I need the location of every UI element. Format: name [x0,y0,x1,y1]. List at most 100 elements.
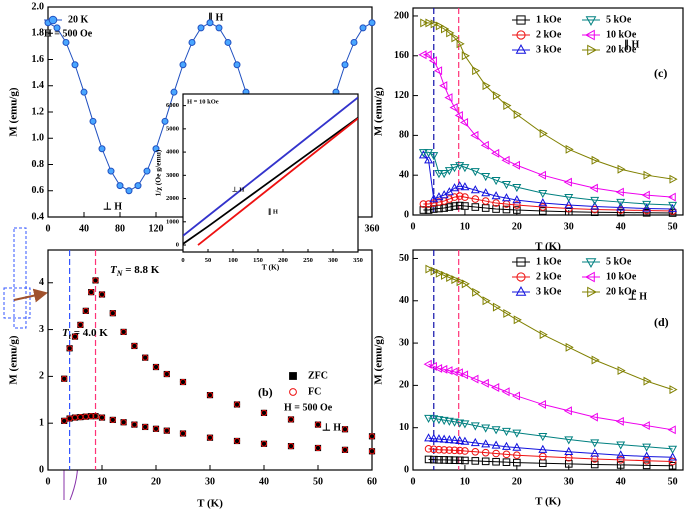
marker [590,196,600,206]
marker [434,434,444,443]
x-tick-label: 40 [259,476,269,487]
marker [423,50,432,60]
marker [98,291,106,298]
marker [461,279,470,289]
marker [461,456,469,465]
marker [350,38,358,46]
x-tick-label: 200 [278,257,288,264]
annotation: (d) [654,315,669,329]
marker [368,448,376,455]
y-tick-label: 20 [399,380,409,391]
y-axis-title: 1/χ (Oe g/emu) [154,149,163,196]
legend-note: H = 500 Oe [284,402,333,413]
plot-area [68,250,97,470]
x-tick-label: 20 [512,476,522,487]
legend-marker [585,29,595,41]
marker [61,417,68,424]
marker [450,202,459,210]
y-tick-label: 160 [394,50,409,61]
annotation: ⊥ H [628,291,647,302]
marker [287,443,295,450]
marker [424,433,434,442]
x-tick-label: 50 [668,221,678,232]
annotation-sub: N [116,269,124,278]
marker [455,192,464,200]
marker [433,66,443,76]
marker [142,423,149,431]
y-tick-label: 80 [399,130,409,141]
marker [435,268,444,278]
marker [470,185,480,194]
legend-label: 2 kOe [536,271,562,282]
marker [445,195,454,203]
x-tick-label: 30 [564,476,574,487]
legend-marker [516,272,526,282]
marker [82,307,89,314]
x-tick-label: 80 [115,223,125,234]
marker [341,61,349,69]
marker [439,170,449,179]
marker [491,177,501,186]
marker [179,61,187,69]
marker [131,421,138,428]
marker [341,446,349,453]
marker [62,38,70,46]
marker [480,140,489,150]
marker [98,145,106,153]
marker [418,150,428,159]
marker [454,368,463,378]
x-axis-title: T (K) [535,496,561,508]
marker [538,433,548,442]
marker [539,203,547,211]
marker [88,413,95,420]
marker [233,61,241,69]
marker [481,439,491,448]
marker [314,444,322,452]
marker [233,437,241,445]
x-tick-label: 350 [353,257,363,264]
marker [513,451,521,459]
marker [565,342,574,352]
marker [642,200,652,210]
marker [152,363,160,371]
marker [368,19,376,27]
marker [445,446,454,454]
marker [590,439,600,448]
marker [455,419,465,428]
marker [512,429,522,438]
marker [98,414,106,421]
marker [513,315,522,325]
marker [642,443,652,452]
marker [590,448,600,457]
marker [616,456,625,464]
series-line [428,437,673,458]
marker [179,378,187,386]
marker [455,181,465,190]
marker [503,308,512,318]
marker [439,434,449,443]
marker [501,387,510,397]
marker [444,417,454,426]
legend-marker [587,44,597,56]
y-tick-label: 50 [399,253,409,264]
x-tick-label: 20 [151,476,161,487]
y-tick-label: 2000 [166,195,179,202]
marker [471,448,480,456]
plot-area [423,8,673,215]
series-line [428,268,673,391]
x-tick-label: 150 [253,257,263,264]
legend-marker [515,286,527,296]
y-tick-label: 10 [399,422,409,433]
y-tick-label: 6000 [166,102,179,109]
marker [669,385,678,395]
marker [616,450,626,459]
x-tick-label: 360 [365,223,380,234]
marker [512,442,522,451]
legend-marker [48,15,58,25]
marker [428,361,437,371]
marker [53,24,61,32]
marker [440,456,448,464]
x-axis-title: T (K) [197,498,223,510]
